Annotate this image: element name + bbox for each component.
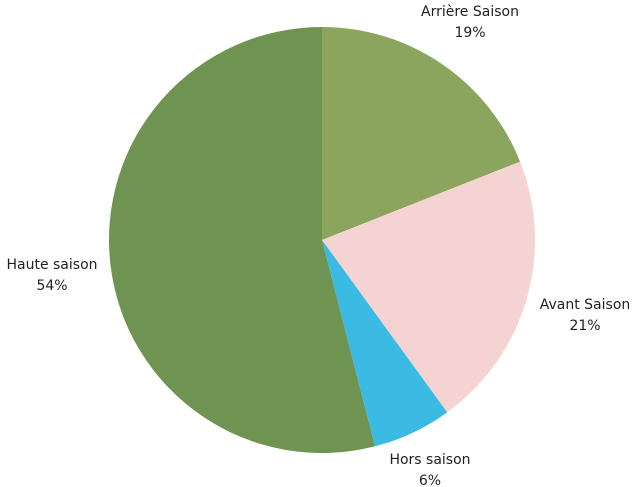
slice-label: Arrière Saison [421, 4, 519, 20]
pie-slice [322, 27, 521, 240]
pie-slice [322, 240, 448, 447]
slice-label: Haute saison [6, 257, 97, 273]
slice-label: Avant Saison [540, 297, 631, 313]
slice-value-label: 21% [569, 318, 600, 334]
pie-slice [109, 27, 375, 453]
slice-value-label: 6% [419, 473, 441, 487]
slice-label: Hors saison [389, 452, 470, 468]
pie-slice [322, 161, 535, 413]
slice-value-label: 54% [36, 278, 67, 294]
slice-value-label: 19% [454, 25, 485, 41]
